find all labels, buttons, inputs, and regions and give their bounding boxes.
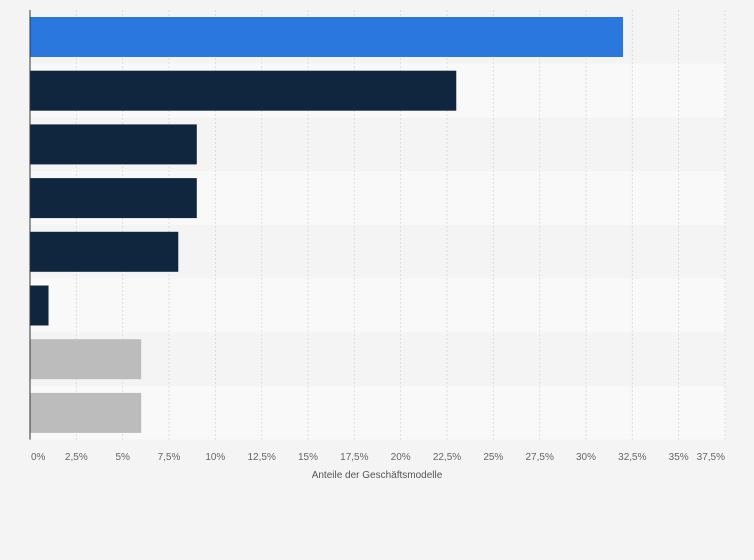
bar [30,178,197,219]
x-tick-label: 12,5% [247,452,275,463]
x-tick-label: 7,5% [158,452,181,463]
bar [30,285,49,326]
x-tick-label: 37,5% [697,452,725,463]
x-tick-label: 25% [483,452,503,463]
x-tick-label: 10% [205,452,225,463]
x-tick-label: 17,5% [340,452,368,463]
x-tick-labels: 0% 2,5% 5% 7,5% 10% 12,5% 15% 17,5% 20% 22,5% 25% 2… [31,452,725,463]
x-tick-label: 0% [31,452,46,463]
bar [30,124,197,165]
x-axis-title: Anteile der Geschäftsmodelle [312,470,443,481]
bar [30,17,624,57]
row-band [30,385,725,440]
bar [30,392,142,433]
x-tick-label: 15% [298,452,318,463]
row-band [30,278,725,333]
x-tick-label: 35% [669,452,689,463]
x-tick-label: 30% [576,452,596,463]
bar [30,231,179,272]
x-tick-label: 20% [391,452,411,463]
bar [30,70,457,111]
x-tick-label: 2,5% [65,452,88,463]
bar [30,339,142,380]
x-tick-label: 5% [115,452,130,463]
row-band [30,332,725,386]
x-tick-label: 22,5% [433,452,461,463]
x-tick-label: 32,5% [618,452,646,463]
x-tick-label: 27,5% [525,452,553,463]
bars [30,17,624,433]
